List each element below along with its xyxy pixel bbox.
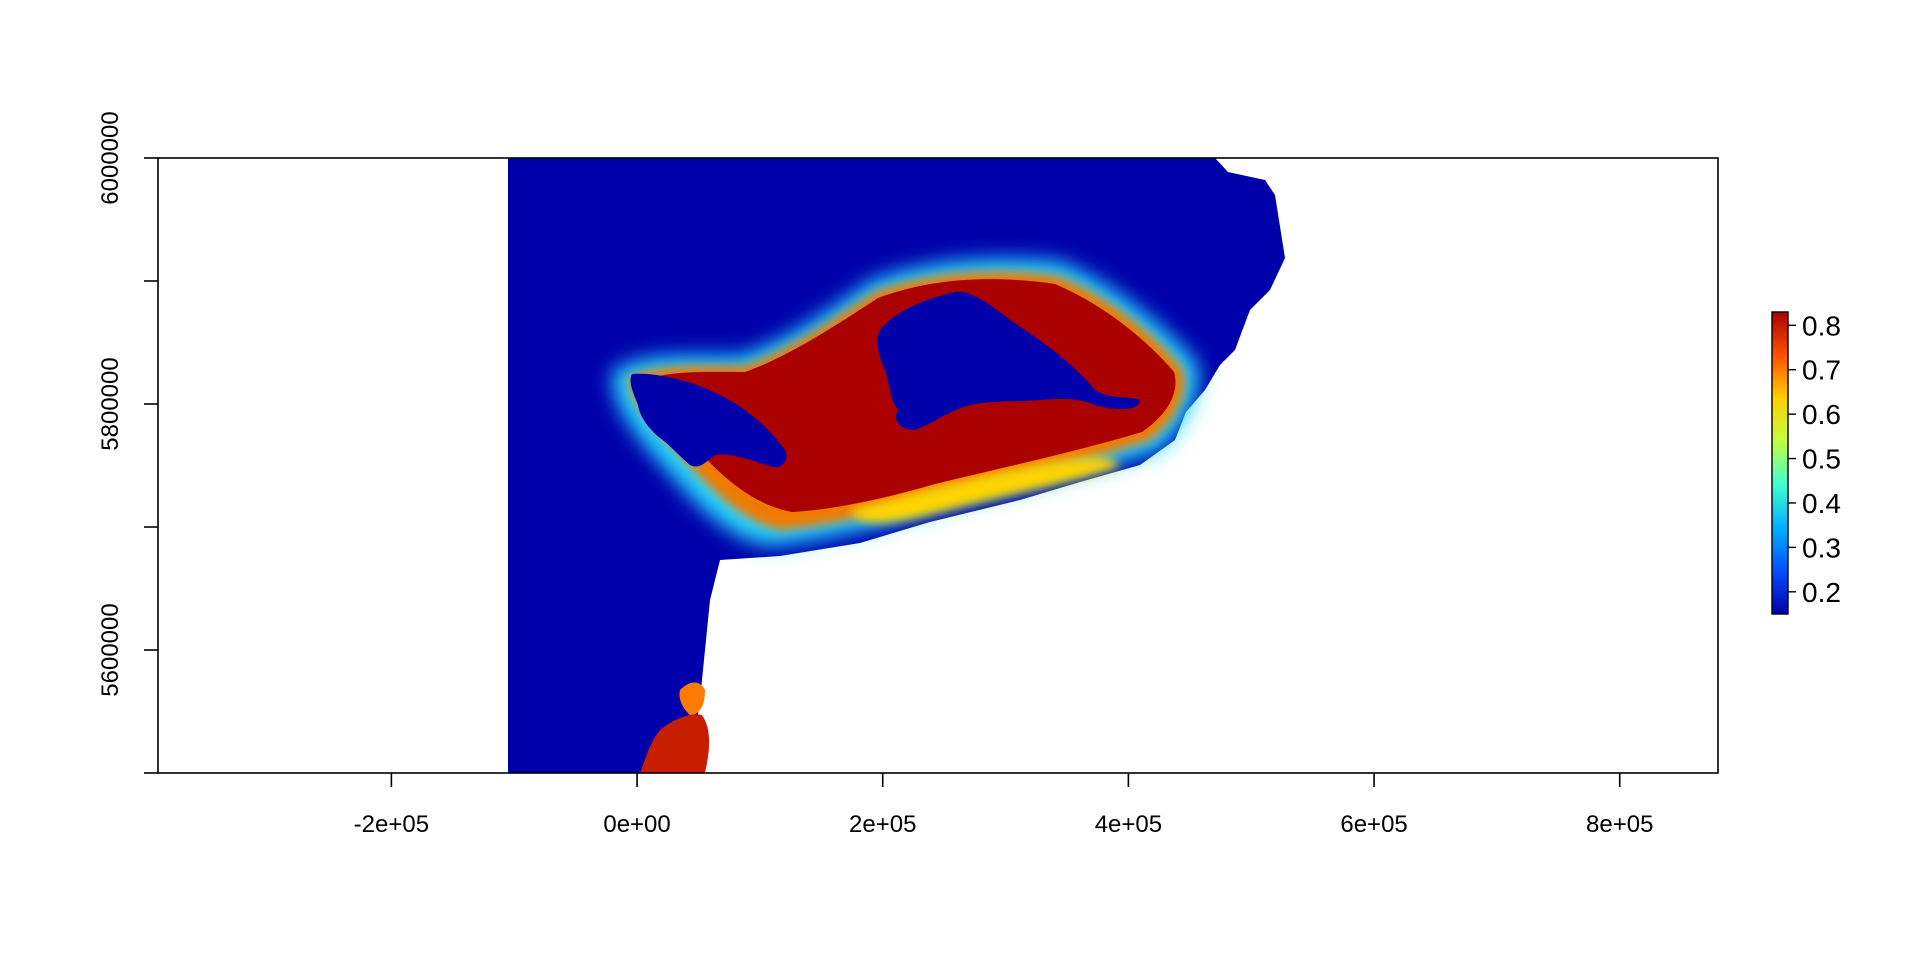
- x-tick-label: 8e+05: [1586, 811, 1653, 838]
- plot-frame: [157, 157, 1719, 774]
- raster-layer: [508, 158, 1285, 773]
- x-tick-label: 4e+05: [1095, 811, 1162, 838]
- x-tick-label: 2e+05: [849, 811, 916, 838]
- y-axis: 5600000 5800000 6000000: [97, 111, 158, 774]
- legend-tick-label: 0.8: [1802, 310, 1841, 341]
- yellow-patch: [850, 457, 1120, 523]
- inner-lake-east: [877, 291, 1140, 430]
- legend-color-bar: [1771, 311, 1789, 615]
- legend-tick-label: 0.5: [1802, 444, 1841, 475]
- legend-tick-label: 0.7: [1802, 355, 1841, 386]
- south-coast-high-patch: [640, 714, 710, 773]
- inner-lake-west: [630, 373, 787, 468]
- legend-tick-label: 0.2: [1802, 577, 1841, 608]
- legend-tick-label: 0.6: [1802, 399, 1841, 430]
- y-tick-label: 6000000: [97, 111, 124, 204]
- x-axis: -2e+05 0e+00 2e+05 4e+05 6e+05 8e+05: [354, 773, 1653, 838]
- south-coast-orange-patch: [679, 682, 705, 715]
- y-tick-label: 5800000: [97, 357, 124, 450]
- x-tick-label: 6e+05: [1340, 811, 1407, 838]
- legend-tick-label: 0.4: [1802, 488, 1841, 519]
- x-tick-label: 0e+00: [603, 811, 670, 838]
- color-legend: 0.2 0.3 0.4 0.5 0.6 0.7 0.8: [1771, 310, 1841, 615]
- y-tick-label: 5600000: [97, 603, 124, 696]
- legend-tick-label: 0.3: [1802, 532, 1841, 563]
- x-tick-label: -2e+05: [354, 811, 429, 838]
